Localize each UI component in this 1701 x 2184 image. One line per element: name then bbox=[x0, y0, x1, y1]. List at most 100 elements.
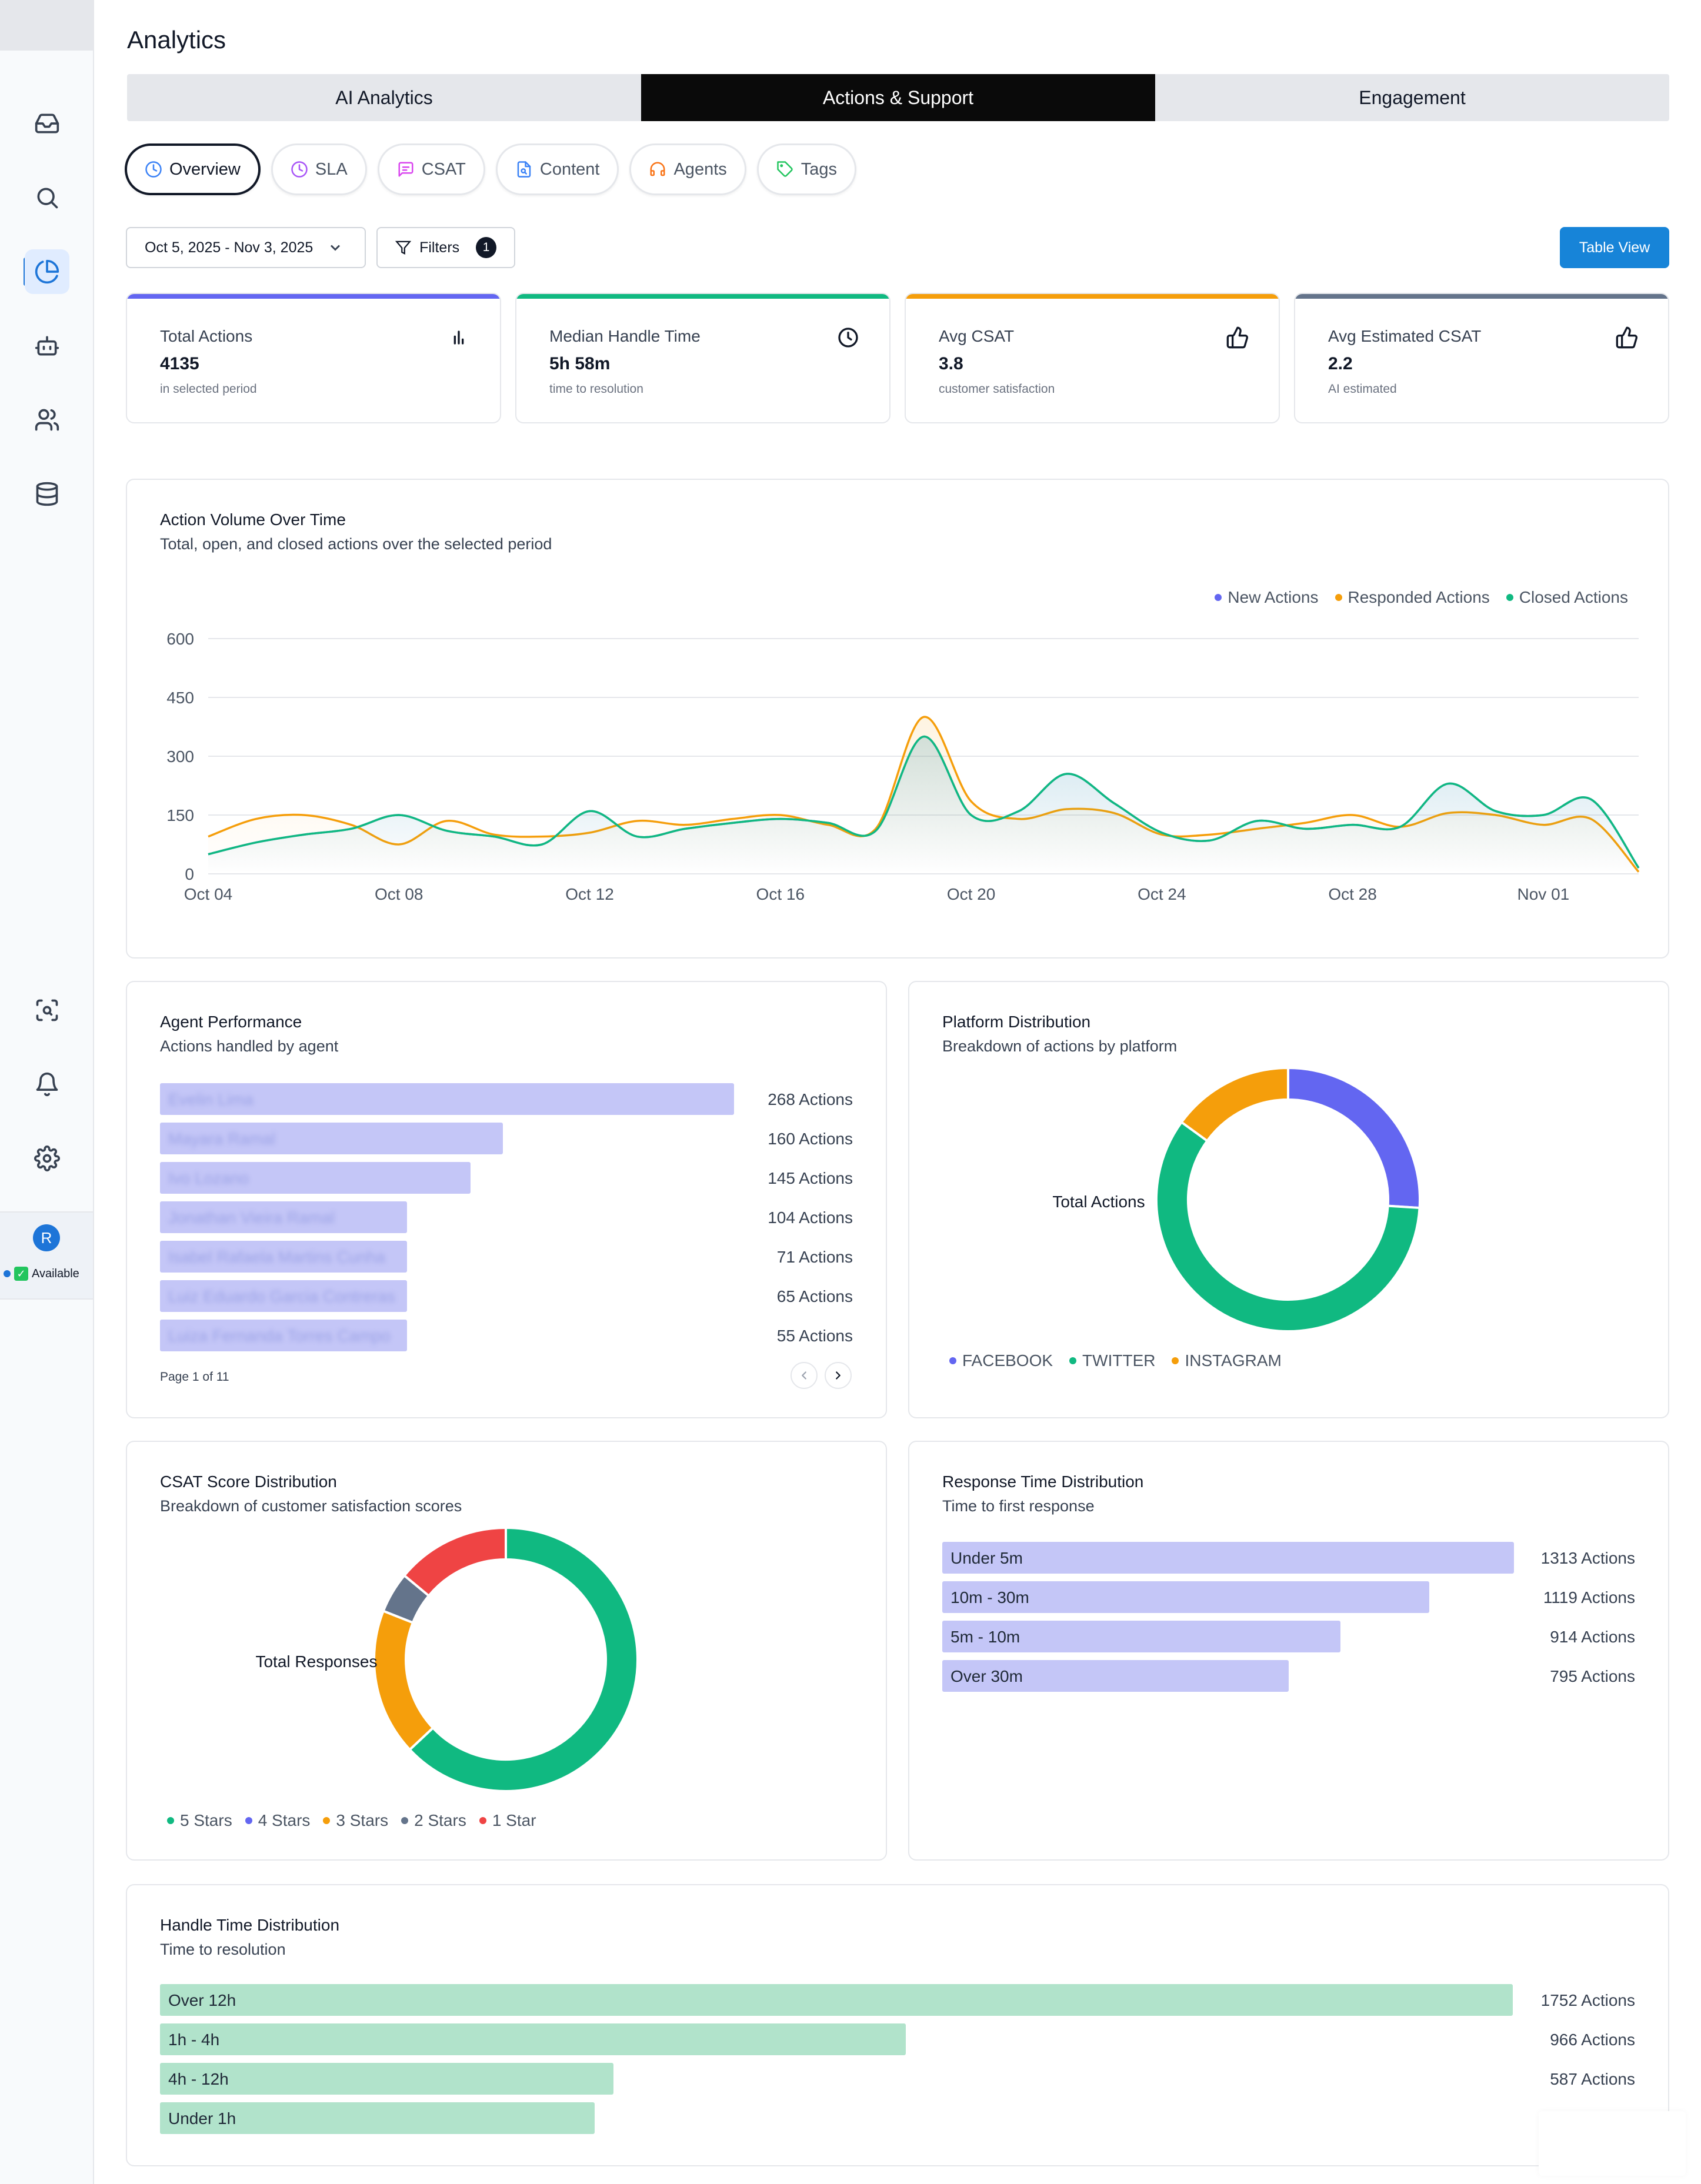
bar bbox=[942, 1542, 1514, 1574]
donut-slice[interactable] bbox=[1287, 1066, 1421, 1210]
filters-count-badge: 1 bbox=[476, 237, 496, 258]
tag-icon bbox=[777, 161, 793, 177]
subtab-overview[interactable]: Overview bbox=[125, 143, 261, 195]
bar-row[interactable]: Under 1h bbox=[160, 2102, 1513, 2134]
kpi-accent bbox=[906, 294, 1279, 299]
legend-item[interactable]: 3 Stars bbox=[323, 1811, 388, 1830]
kpi-value: 3.8 bbox=[939, 354, 963, 373]
kpi-card-avg-estimated-csat: Avg Estimated CSAT 2.2 AI estimated bbox=[1294, 293, 1669, 423]
legend-label: 2 Stars bbox=[414, 1811, 466, 1829]
check-icon: ✓ bbox=[14, 1267, 28, 1281]
tab-actions-support[interactable]: Actions & Support bbox=[641, 74, 1155, 121]
tab-engagement[interactable]: Engagement bbox=[1359, 86, 1466, 108]
donut-slice[interactable] bbox=[408, 1526, 639, 1792]
legend-item[interactable]: TWITTER bbox=[1069, 1351, 1155, 1370]
status-dot bbox=[4, 1270, 11, 1277]
bar-row[interactable]: Ivo Lozano bbox=[160, 1162, 734, 1194]
bar-label: Under 1h bbox=[168, 2109, 236, 2128]
bar-row[interactable]: 10m - 30m bbox=[942, 1581, 1514, 1613]
bar-row[interactable]: Under 5m bbox=[942, 1542, 1514, 1574]
prev-page-button[interactable] bbox=[791, 1362, 818, 1389]
search-icon[interactable] bbox=[25, 175, 69, 220]
legend-item[interactable]: FACEBOOK bbox=[949, 1351, 1053, 1370]
donut-slice[interactable] bbox=[373, 1609, 435, 1752]
settings-icon[interactable] bbox=[25, 1136, 69, 1181]
legend-item[interactable]: Closed Actions bbox=[1506, 588, 1628, 607]
bot-icon[interactable] bbox=[25, 323, 69, 368]
next-page-button[interactable] bbox=[825, 1362, 852, 1389]
legend-item[interactable]: 2 Stars bbox=[401, 1811, 466, 1830]
clock-icon bbox=[145, 161, 162, 178]
database-icon[interactable] bbox=[25, 472, 69, 516]
donut-slice[interactable] bbox=[1155, 1120, 1421, 1333]
filters-button[interactable]: Filters 1 bbox=[376, 227, 515, 268]
y-tick-label: 150 bbox=[166, 806, 194, 824]
scan-search-icon[interactable] bbox=[25, 988, 69, 1033]
avatar[interactable]: R bbox=[33, 1224, 60, 1251]
subtab-label: Agents bbox=[673, 159, 727, 179]
bar-row[interactable]: Jonathan Vieira Ramal bbox=[160, 1201, 734, 1233]
users-icon[interactable] bbox=[25, 398, 69, 442]
bar-row[interactable]: Luiza Fernanda Torres Campo bbox=[160, 1320, 734, 1351]
bar-row[interactable]: Luiz Eduardo Garcia Contreras bbox=[160, 1280, 734, 1312]
bar-row[interactable]: Evelin Lima bbox=[160, 1083, 734, 1115]
table-view-button[interactable]: Table View bbox=[1560, 227, 1669, 268]
series-line[interactable] bbox=[208, 735, 1640, 869]
bar-label: Jonathan Vieira Ramal bbox=[168, 1208, 335, 1227]
bar-row[interactable]: Over 30m bbox=[942, 1660, 1514, 1692]
x-tick-label: Oct 16 bbox=[756, 885, 805, 903]
message-icon bbox=[398, 162, 413, 177]
chart-legend: 5 Stars 4 Stars 3 Stars 2 Stars 1 Star bbox=[167, 1811, 536, 1830]
legend-item[interactable]: 5 Stars bbox=[167, 1811, 232, 1830]
clock-icon bbox=[836, 326, 860, 349]
bar-label: 5m - 10m bbox=[950, 1628, 1020, 1646]
bar-label: Over 30m bbox=[950, 1667, 1023, 1685]
subtab-label: Overview bbox=[169, 159, 241, 179]
subtab-agents[interactable]: Agents bbox=[629, 143, 746, 195]
bar bbox=[942, 1581, 1430, 1613]
subtab-csat[interactable]: CSAT bbox=[377, 143, 485, 195]
subtab-content[interactable]: Content bbox=[495, 143, 619, 195]
bar-value: 160 Actions bbox=[768, 1130, 853, 1148]
thumbs-up-icon bbox=[1226, 326, 1249, 349]
inbox-icon[interactable] bbox=[25, 101, 69, 146]
response-time-card: Response Time Distribution Time to first… bbox=[908, 1441, 1669, 1861]
y-tick-label: 0 bbox=[185, 865, 194, 883]
chart-legend: FACEBOOK TWITTER INSTAGRAM bbox=[949, 1351, 1282, 1370]
donut-slice[interactable] bbox=[402, 1526, 507, 1598]
kpi-value: 2.2 bbox=[1328, 354, 1353, 373]
kpi-sub: customer satisfaction bbox=[939, 382, 1055, 396]
analytics-icon[interactable] bbox=[25, 249, 69, 294]
tab-ai-analytics[interactable]: AI Analytics bbox=[335, 86, 433, 108]
bell-icon[interactable] bbox=[25, 1062, 69, 1107]
headset-icon bbox=[650, 162, 665, 176]
bar-row[interactable]: Mayara Ramal bbox=[160, 1123, 734, 1154]
legend-item[interactable]: 1 Star bbox=[479, 1811, 536, 1830]
bar-row[interactable]: 1h - 4h bbox=[160, 2023, 1513, 2055]
bar-value: 55 Actions bbox=[776, 1327, 853, 1345]
subtab-sla[interactable]: SLA bbox=[271, 143, 367, 195]
legend-swatch bbox=[167, 1817, 174, 1824]
subtab-tags[interactable]: Tags bbox=[756, 143, 857, 195]
bar-row[interactable]: 5m - 10m bbox=[942, 1621, 1514, 1652]
status-badge[interactable]: ✓ Available bbox=[4, 1267, 79, 1281]
agent-performance-card: Agent Performance Actions handled by age… bbox=[126, 981, 887, 1418]
legend-item[interactable]: Responded Actions bbox=[1335, 588, 1490, 607]
legend-swatch bbox=[245, 1817, 252, 1824]
y-tick-label: 600 bbox=[166, 630, 194, 648]
legend-item[interactable]: INSTAGRAM bbox=[1172, 1351, 1282, 1370]
legend-item[interactable]: New Actions bbox=[1215, 588, 1319, 607]
bar-row[interactable]: Over 12h bbox=[160, 1984, 1513, 2016]
bar-label: Over 12h bbox=[168, 1991, 236, 2009]
bar bbox=[160, 1280, 407, 1312]
legend-swatch bbox=[479, 1817, 486, 1824]
x-tick-label: Oct 04 bbox=[184, 885, 232, 903]
bar bbox=[160, 2023, 906, 2055]
legend-item[interactable]: 4 Stars bbox=[245, 1811, 310, 1830]
bar-row[interactable]: 4h - 12h bbox=[160, 2063, 1513, 2095]
donut-slice[interactable] bbox=[1179, 1066, 1289, 1143]
user-status-area[interactable]: R ✓ Available bbox=[0, 1211, 93, 1300]
date-range-picker[interactable]: Oct 5, 2025 - Nov 3, 2025 bbox=[126, 227, 366, 268]
bar-row[interactable]: Isabel Rafaela Martins Cunha bbox=[160, 1241, 734, 1273]
subtab-label: Tags bbox=[801, 159, 838, 179]
